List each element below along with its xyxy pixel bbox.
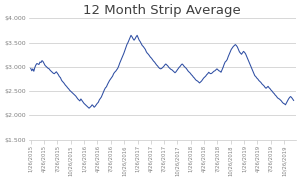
Title: 12 Month Strip Average: 12 Month Strip Average: [83, 4, 241, 17]
